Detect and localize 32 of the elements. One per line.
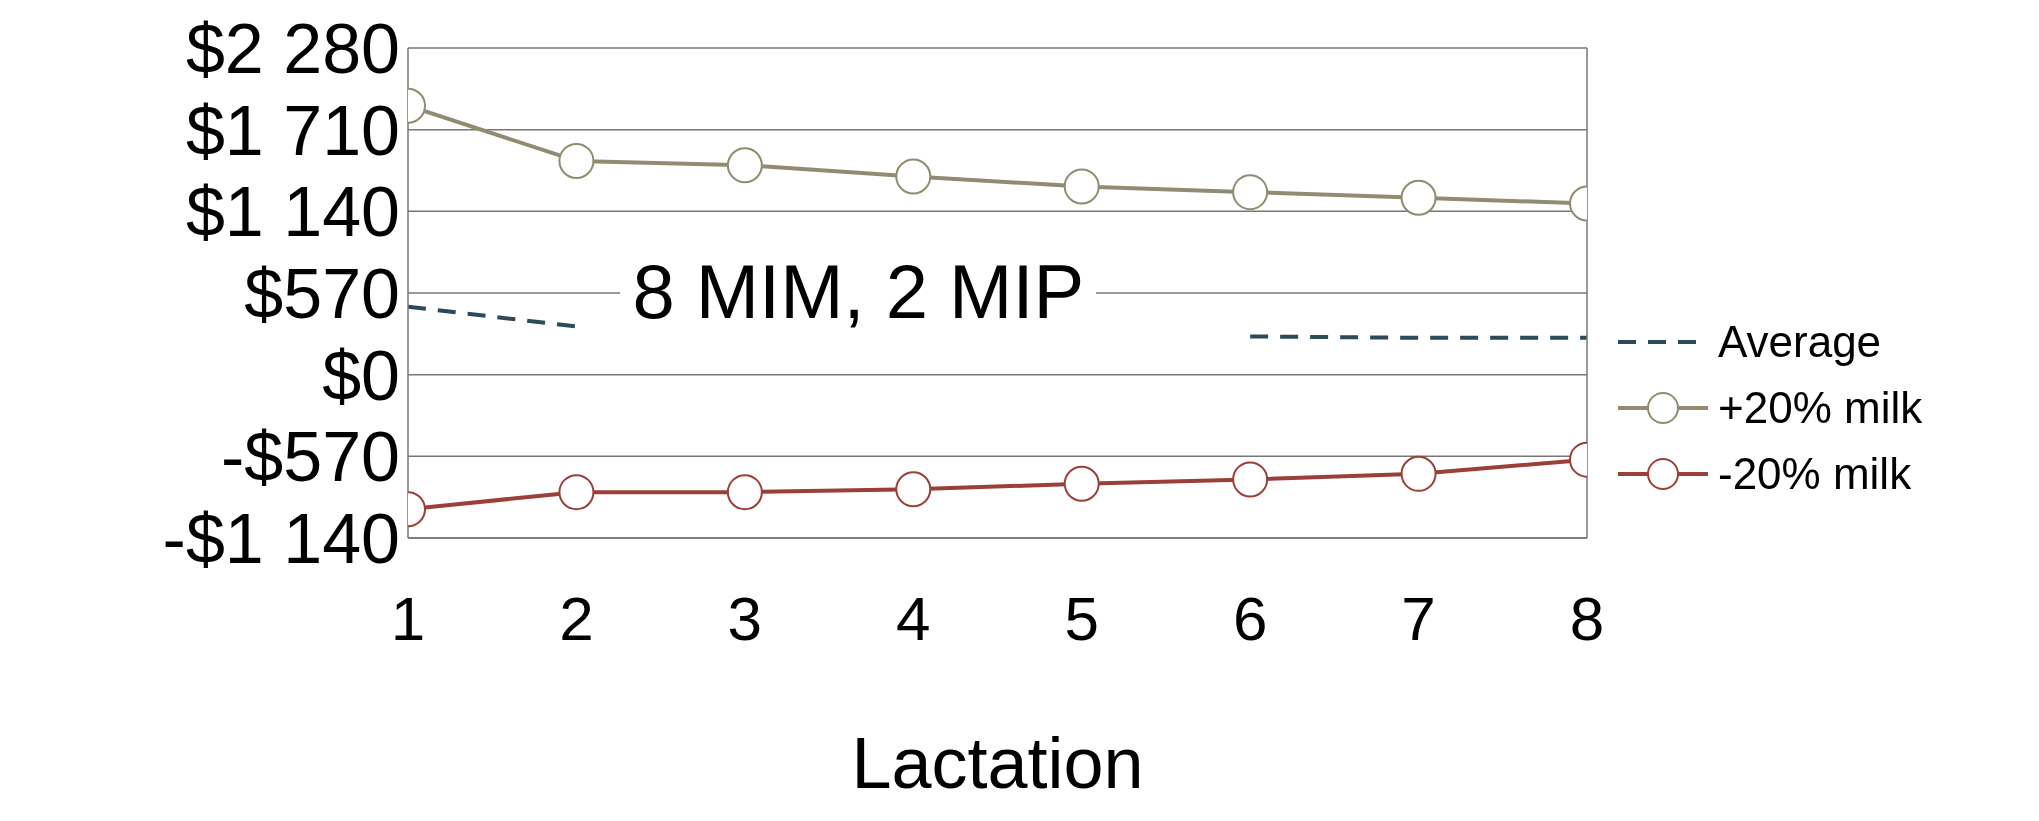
point: [895, 471, 932, 508]
y-tick-label: $2 280: [185, 9, 400, 88]
x-tick-label: 4: [896, 584, 931, 654]
point: [1063, 168, 1100, 205]
point: [558, 142, 595, 179]
x-axis-title: Lactation: [851, 723, 1144, 803]
point: [895, 158, 932, 195]
y-tick-label: $0: [322, 336, 400, 415]
legend-label: +20% milk: [1718, 383, 1923, 433]
y-tick-label: -$570: [220, 418, 400, 497]
annotation: 8 MIM, 2 MIP: [620, 248, 1097, 335]
y-tick-label: $1 710: [185, 91, 400, 170]
legend-label: -20% milk: [1718, 449, 1912, 499]
point: [1232, 174, 1269, 211]
point: [1063, 465, 1100, 502]
x-tick-label: 6: [1232, 584, 1268, 654]
point: [1400, 455, 1437, 492]
point: [726, 474, 763, 511]
x-tick-label: 1: [390, 584, 426, 654]
x-tick-label: 5: [1064, 584, 1099, 654]
x-tick-label: 7: [1401, 584, 1436, 654]
y-tick-label: $1 140: [185, 173, 400, 252]
x-tick-label: 3: [727, 584, 763, 654]
point: [558, 474, 595, 511]
point: [1232, 461, 1269, 498]
y-tick-label: $570: [244, 254, 400, 333]
x-tick-label: 8: [1569, 584, 1605, 654]
y-tick-label: -$1 140: [162, 499, 400, 578]
point: [726, 147, 763, 184]
legend-label: Average: [1718, 317, 1882, 367]
x-tick-label: 2: [559, 584, 594, 654]
point: [1400, 179, 1437, 216]
